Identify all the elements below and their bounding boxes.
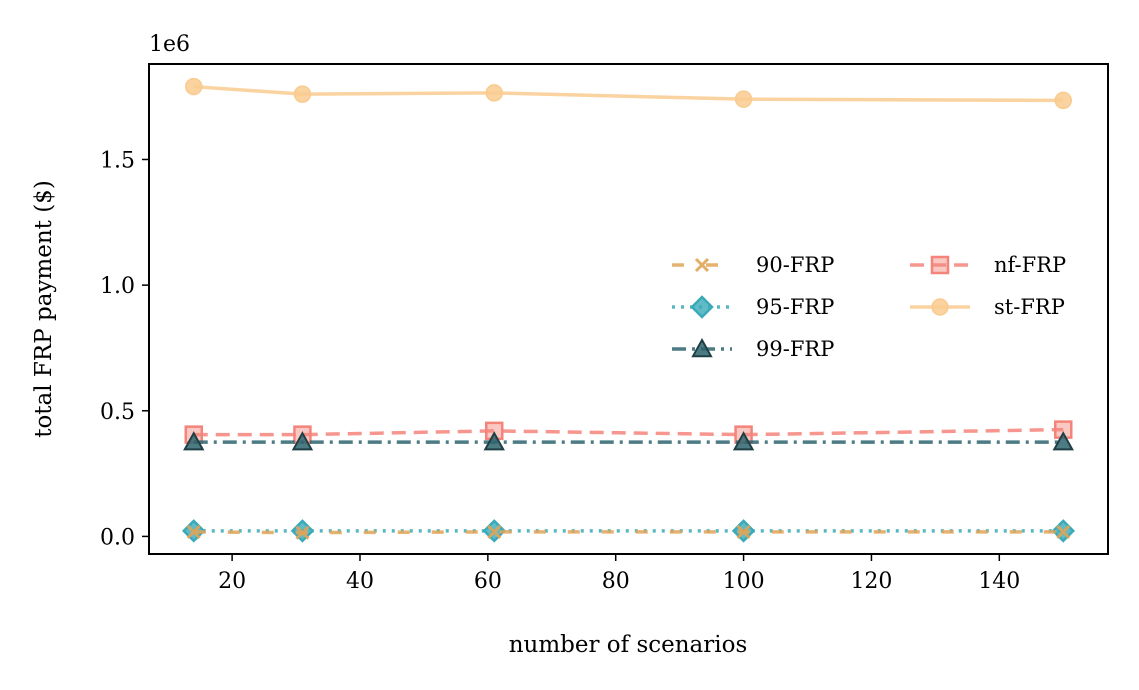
y-axis: 0.0 0.5 1.0 1.5 xyxy=(100,148,149,550)
data-point-sst xyxy=(1054,91,1072,110)
legend-marker-s90 xyxy=(694,257,710,273)
series-line-snf xyxy=(193,427,1064,437)
data-point-sst xyxy=(485,84,503,102)
series-layer xyxy=(181,77,1076,543)
x-tick-label: 80 xyxy=(602,569,630,594)
data-point-sst xyxy=(185,77,203,96)
y-tick-label: 0.5 xyxy=(100,400,135,425)
legend-item-sst: st-FRP xyxy=(910,295,1065,319)
x-axis-label: number of scenarios xyxy=(509,632,748,658)
legend-label-snf: nf-FRP xyxy=(994,253,1066,277)
legend-label-s90: 90-FRP xyxy=(756,253,834,277)
y-axis-label: total FRP payment ($) xyxy=(31,180,57,438)
x-axis: 20 40 60 80 100 120 140 xyxy=(218,554,1020,594)
legend-marker-s95 xyxy=(690,295,714,319)
series-s95 xyxy=(181,519,1076,543)
legend: 90-FRP 95-FRP 99-FRP nf-FRP st-FRP xyxy=(672,253,1066,361)
data-point-s99 xyxy=(732,431,755,451)
legend-marker-sst xyxy=(931,298,949,316)
series-s90 xyxy=(186,524,1071,540)
legend-label-sst: st-FRP xyxy=(994,295,1065,319)
data-point-s90 xyxy=(186,524,201,539)
legend-item-s90: 90-FRP xyxy=(672,253,834,277)
legend-item-snf: nf-FRP xyxy=(910,253,1066,277)
series-line-s90 xyxy=(193,530,1064,535)
x-tick-label: 20 xyxy=(218,569,246,594)
x-tick-label: 140 xyxy=(978,569,1020,594)
legend-item-s99: 99-FRP xyxy=(672,337,834,361)
y-tick-label: 1.0 xyxy=(100,274,135,299)
data-point-s99 xyxy=(1052,431,1074,451)
data-point-s90 xyxy=(1056,524,1071,539)
y-tick-label: 0.0 xyxy=(100,525,135,550)
series-line-sst xyxy=(193,84,1064,103)
x-tick-label: 120 xyxy=(850,569,892,594)
series-snf xyxy=(184,420,1073,444)
x-tick-label: 60 xyxy=(474,569,502,594)
legend-marker-snf xyxy=(930,255,950,275)
data-point-sst xyxy=(734,90,753,108)
legend-label-s95: 95-FRP xyxy=(756,295,834,319)
series-s99 xyxy=(183,431,1074,451)
x-tick-label: 100 xyxy=(723,569,765,594)
plot-frame xyxy=(148,63,1109,555)
y-offset-label: 1e6 xyxy=(149,32,190,57)
data-point-s90 xyxy=(295,525,310,540)
data-point-s90 xyxy=(487,524,502,539)
data-point-sst xyxy=(293,85,312,103)
data-point-s99 xyxy=(291,431,314,451)
data-point-s99 xyxy=(183,431,205,451)
legend-item-s95: 95-FRP xyxy=(672,295,834,319)
legend-label-s99: 99-FRP xyxy=(756,337,834,361)
series-sst xyxy=(185,77,1072,110)
y-tick-label: 1.5 xyxy=(100,148,135,173)
x-tick-label: 40 xyxy=(346,569,374,594)
legend-marker-s99 xyxy=(691,337,713,358)
data-point-s90 xyxy=(736,524,751,539)
data-point-s99 xyxy=(483,431,505,451)
